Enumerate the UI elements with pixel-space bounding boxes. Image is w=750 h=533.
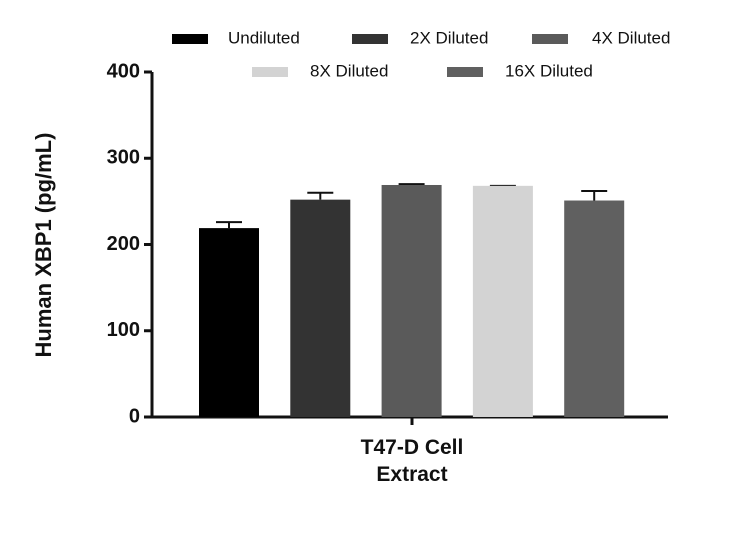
legend-swatch xyxy=(532,34,568,44)
legend-label: 8X Diluted xyxy=(310,61,388,80)
bar xyxy=(564,200,625,417)
y-tick-label: 300 xyxy=(107,147,140,169)
bar xyxy=(199,228,259,417)
y-axis-label: Human XBP1 (pg/mL) xyxy=(31,133,56,358)
legend-swatch xyxy=(352,34,388,44)
bar xyxy=(381,184,442,417)
legend-label: 16X Diluted xyxy=(505,61,593,80)
legend-swatch xyxy=(252,67,288,77)
x-tick-label: T47-D Cell Extract xyxy=(360,436,464,486)
legend-swatch xyxy=(172,34,208,44)
y-tick-label: 0 xyxy=(129,405,140,427)
legend-label: 4X Diluted xyxy=(592,28,670,47)
bar xyxy=(472,185,533,417)
y-tick-label: 100 xyxy=(107,319,140,341)
legend-label: Undiluted xyxy=(228,28,300,47)
legend-label: 2X Diluted xyxy=(410,28,488,47)
y-tick-label: 400 xyxy=(107,60,140,82)
legend-swatch xyxy=(447,67,483,77)
y-tick-label: 200 xyxy=(107,233,140,255)
bar xyxy=(290,199,351,417)
